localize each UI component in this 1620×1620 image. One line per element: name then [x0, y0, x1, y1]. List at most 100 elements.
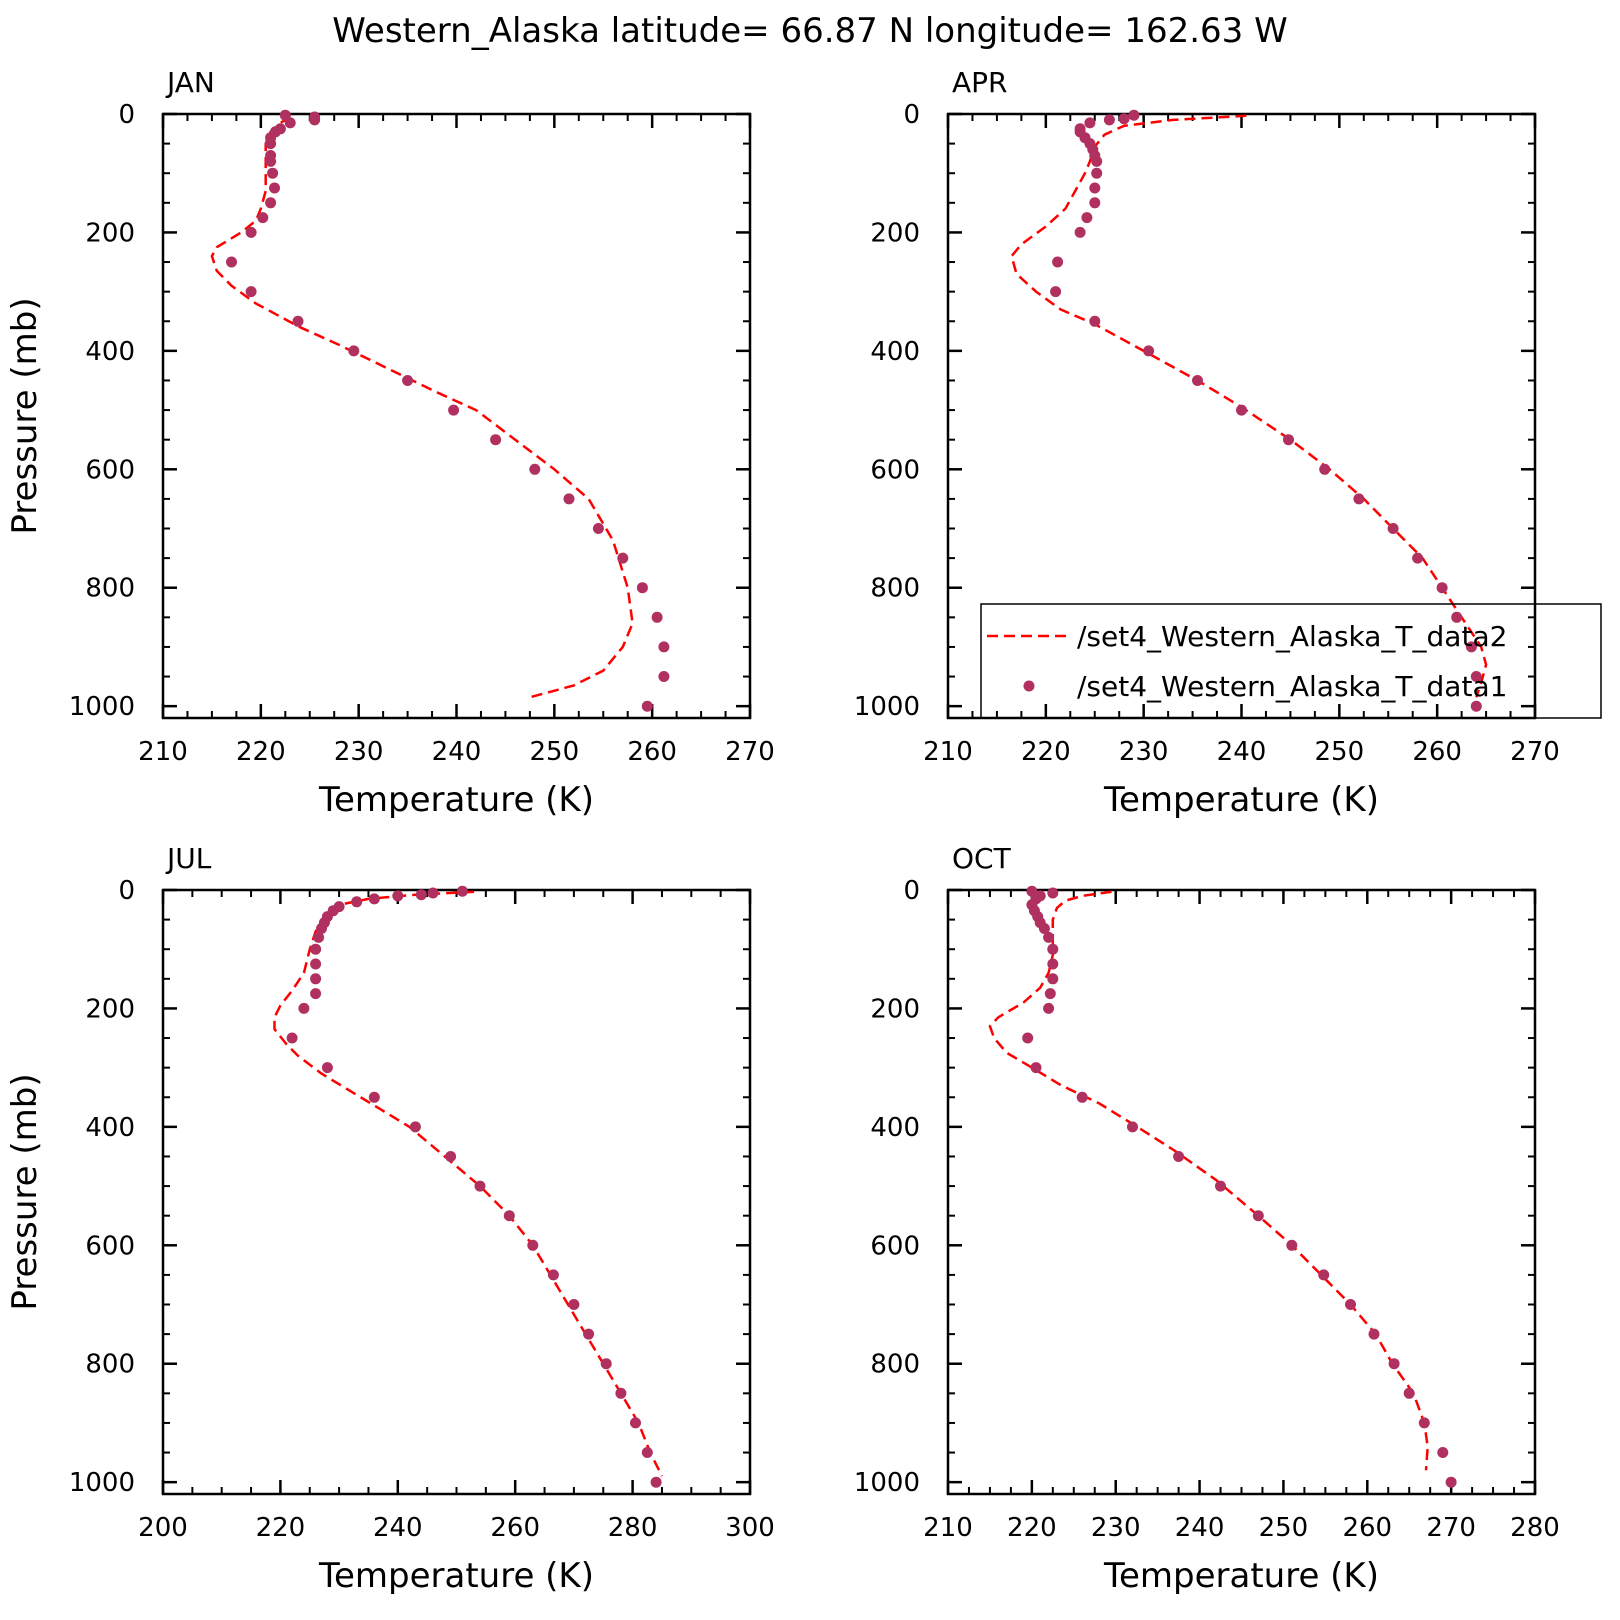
data-point-data1 [245, 226, 257, 238]
data-point-data1 [1089, 315, 1101, 327]
data-point-data1 [1043, 931, 1055, 943]
data-point-data1 [265, 197, 277, 209]
data-point-data1 [415, 889, 427, 901]
data-point-data1 [1215, 1180, 1226, 1192]
figure-title: Western_Alaska latitude= 66.87 N longitu… [332, 11, 1287, 51]
data-point-data1 [1091, 167, 1103, 179]
x-tick-label: 240 [432, 737, 482, 767]
data-point-data1 [257, 212, 269, 224]
x-axis-title: Temperature (K) [1103, 780, 1379, 820]
y-tick-label: 0 [903, 876, 920, 906]
data-point-data1 [321, 1062, 333, 1074]
data-point-data1 [1319, 463, 1331, 475]
y-tick-label: 400 [85, 337, 135, 367]
data-point-data1 [600, 1358, 612, 1370]
data-point-data1 [1089, 197, 1101, 209]
data-point-data1 [265, 155, 277, 167]
data-point-data1 [617, 552, 629, 564]
x-tick-label: 200 [138, 1513, 188, 1543]
y-tick-label: 200 [870, 994, 920, 1024]
y-tick-label: 400 [870, 1113, 920, 1143]
data-point-data1 [1353, 493, 1365, 505]
x-tick-label: 280 [1510, 1513, 1560, 1543]
y-tick-label: 0 [118, 876, 135, 906]
y-tick-label: 1000 [69, 1468, 135, 1498]
data-point-data1 [1437, 1447, 1449, 1458]
y-tick-label: 800 [870, 1350, 920, 1380]
y-tick-label: 600 [870, 1231, 920, 1261]
x-tick-label: 260 [1342, 1513, 1392, 1543]
y-axis-title: Pressure (mb) [5, 297, 45, 534]
data-point-data1 [583, 1328, 595, 1340]
data-point-data1 [409, 1121, 421, 1133]
y-tick-label: 0 [903, 100, 920, 130]
data-point-data1 [1470, 671, 1482, 682]
y-tick-label: 800 [85, 574, 135, 604]
data-point-data1 [1118, 113, 1130, 125]
data-point-data1 [368, 1091, 380, 1103]
y-tick-label: 200 [870, 218, 920, 248]
data-point-data1 [527, 1239, 539, 1251]
x-tick-label: 300 [725, 1513, 775, 1543]
data-point-data1 [348, 345, 360, 357]
data-point-data1 [284, 117, 296, 129]
x-tick-label: 250 [1315, 737, 1365, 767]
data-point-data1 [1445, 1476, 1457, 1488]
data-point-data1 [1283, 434, 1294, 446]
x-tick-label: 260 [490, 1513, 540, 1543]
data-point-data1 [1127, 1121, 1138, 1133]
data-point-data1 [1030, 1062, 1042, 1074]
data-point-data1 [563, 493, 575, 505]
data-point-data1 [448, 404, 460, 416]
plot-frame [946, 888, 1537, 1496]
y-tick-label: 1000 [69, 692, 135, 722]
data-point-data1 [310, 958, 322, 970]
data-point-data1 [1403, 1387, 1415, 1399]
data-point-data1 [474, 1180, 486, 1192]
panel-oct: OCT 210 220 230 240 250 260 270 280 0 200 400 600 800… [854, 842, 1560, 1596]
y-tick-label: 200 [85, 218, 135, 248]
data-point-data1 [1318, 1269, 1330, 1281]
data-point-data1 [503, 1210, 515, 1222]
data-point-data1 [1345, 1299, 1356, 1310]
data-point-data1 [267, 167, 279, 179]
data-point-data1 [1081, 212, 1093, 224]
data-point-data1 [402, 375, 414, 386]
data-point-data1 [1143, 345, 1155, 357]
x-tick-label: 210 [923, 1513, 973, 1543]
legend-box [980, 603, 1602, 719]
data-point-data1 [292, 315, 304, 327]
x-tick-label: 260 [1412, 737, 1462, 767]
plot-frame [161, 112, 752, 720]
data-point-data1 [1022, 1032, 1034, 1044]
data-point-data1 [658, 641, 670, 653]
data-point-data1 [1047, 943, 1059, 955]
data-point-data1 [1173, 1151, 1185, 1162]
x-tick-label: 250 [530, 737, 580, 767]
data-point-data1 [490, 434, 502, 446]
data-point-data1 [1052, 256, 1064, 268]
y-tick-label: 400 [870, 337, 920, 367]
x-tick-label: 240 [1175, 1513, 1225, 1543]
data-point-data1 [298, 1002, 310, 1014]
data-point-data1 [1074, 226, 1086, 238]
data-point-data1 [1436, 582, 1448, 594]
data-point-data1 [529, 463, 541, 475]
data-point-data1 [568, 1299, 580, 1310]
data-point-data1 [1047, 887, 1059, 899]
data-point-data1 [427, 887, 439, 899]
x-axis-title: Temperature (K) [318, 1556, 594, 1596]
y-tick-label: 800 [85, 1350, 135, 1380]
data-point-data1 [1236, 404, 1247, 416]
x-tick-label: 230 [1119, 737, 1169, 767]
data-point-data1 [445, 1151, 457, 1162]
legend: /set4_Western_Alaska_T_data2/set4_Wester… [980, 603, 1602, 719]
data-point-data1 [310, 988, 322, 1000]
x-tick-label: 220 [236, 737, 286, 767]
data-point-data1 [226, 256, 237, 268]
data-point-data1 [1388, 1358, 1400, 1370]
legend-label: /set4_Western_Alaska_T_data2 [1077, 620, 1507, 653]
data-point-data1 [392, 890, 404, 902]
series-line-data2 [1010, 114, 1488, 698]
y-tick-label: 600 [85, 1231, 135, 1261]
